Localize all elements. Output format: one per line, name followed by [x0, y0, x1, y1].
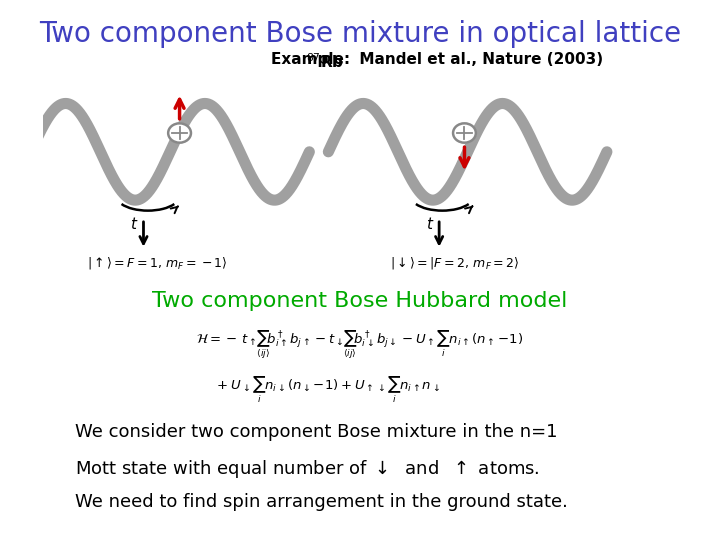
Text: $|\downarrow\rangle = |F=2,\,m_F=2\rangle$: $|\downarrow\rangle = |F=2,\,m_F=2\rangl…	[390, 255, 520, 271]
Text: Two component Bose Hubbard model: Two component Bose Hubbard model	[153, 292, 567, 312]
Text: $t$: $t$	[130, 217, 138, 232]
Text: We consider two component Bose mixture in the n=1: We consider two component Bose mixture i…	[75, 423, 557, 441]
Circle shape	[168, 123, 191, 143]
Text: $^{87}$Rb: $^{87}$Rb	[306, 52, 344, 71]
Text: $\mathcal{H} = -\,t_\uparrow\!\sum_{\langle ij\rangle}\!b^\dagger_{i\uparrow}b_{: $\mathcal{H} = -\,t_\uparrow\!\sum_{\lan…	[197, 329, 523, 361]
Circle shape	[453, 123, 476, 143]
Text: Mott state with equal number of $\downarrow$  and  $\uparrow$ atoms.: Mott state with equal number of $\downar…	[75, 458, 540, 480]
Text: Example:: Example:	[271, 52, 356, 68]
Text: $t$: $t$	[426, 217, 434, 232]
Text: .   Mandel et al., Nature (2003): . Mandel et al., Nature (2003)	[338, 52, 603, 68]
Text: $|\uparrow\rangle = F=1,\,m_F=-1\rangle$: $|\uparrow\rangle = F=1,\,m_F=-1\rangle$	[87, 255, 228, 271]
Text: $+\;U_{\downarrow}\sum_i n_{i\downarrow}(n_{\downarrow}\!-\!1) + U_{\uparrow\dow: $+\;U_{\downarrow}\sum_i n_{i\downarrow}…	[216, 375, 441, 405]
Text: Two component Bose mixture in optical lattice: Two component Bose mixture in optical la…	[39, 20, 681, 48]
Text: We need to find spin arrangement in the ground state.: We need to find spin arrangement in the …	[75, 493, 568, 511]
